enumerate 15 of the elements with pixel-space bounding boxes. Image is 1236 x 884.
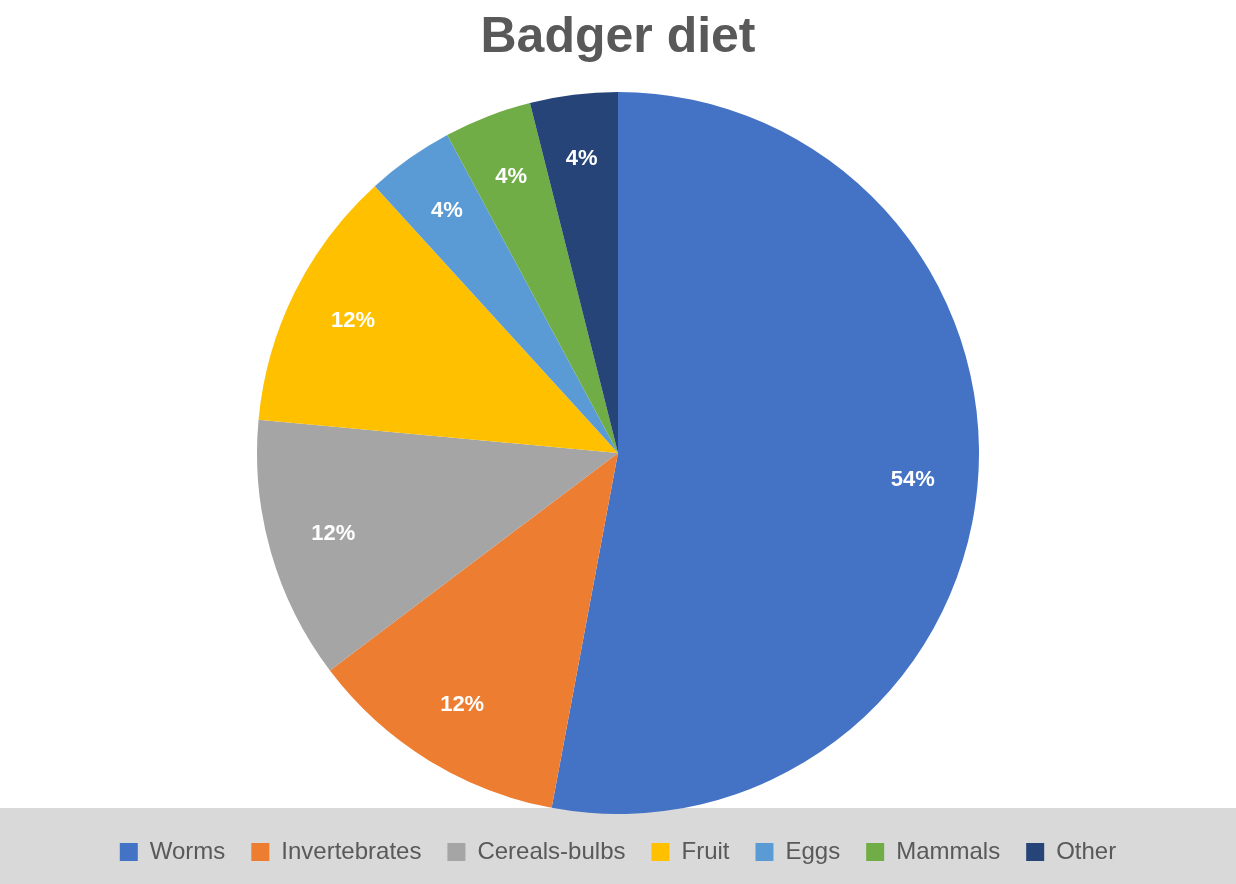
data-label: 12% xyxy=(440,690,485,716)
legend-label: Cereals-bulbs xyxy=(477,836,626,864)
legend-label: Eggs xyxy=(785,836,841,864)
legend-label: Mammals xyxy=(896,836,1001,864)
data-label: 54% xyxy=(890,466,935,492)
chart-title: Badger diet xyxy=(480,6,756,63)
legend-label: Other xyxy=(1056,836,1117,864)
data-label: 4% xyxy=(565,145,598,171)
data-label: 12% xyxy=(330,307,376,333)
data-label: 4% xyxy=(495,163,527,189)
legend-label: Worms xyxy=(149,836,226,864)
legend-label: Invertebrates xyxy=(281,836,422,864)
legend-label: Fruit xyxy=(681,836,730,864)
data-label: 12% xyxy=(311,520,356,546)
data-label: 4% xyxy=(431,197,463,223)
